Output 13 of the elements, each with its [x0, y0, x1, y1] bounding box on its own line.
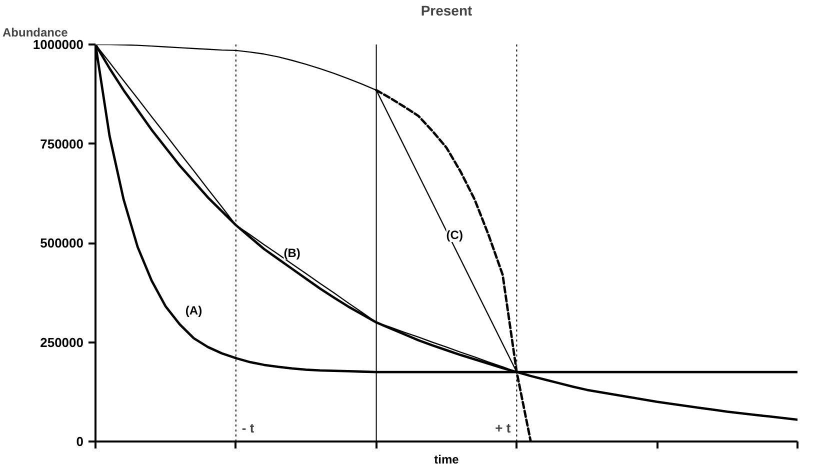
annotation: - t [242, 420, 255, 436]
series-label: (C) [446, 228, 463, 242]
y-tick-label: 1000000 [32, 37, 84, 52]
text: Present [420, 2, 473, 18]
y-tick-label: 500000 [40, 236, 84, 250]
annotation: + t [495, 420, 512, 436]
series-label: (A) [185, 303, 202, 318]
y-axis-title: Abundance [2, 26, 68, 40]
y-tick-label: 0 [76, 434, 84, 449]
y-tick-label: 250000 [40, 334, 84, 350]
series-label: (B) [284, 246, 300, 260]
x-axis-title: time [434, 452, 460, 466]
y-tick-label: 750000 [40, 136, 84, 152]
